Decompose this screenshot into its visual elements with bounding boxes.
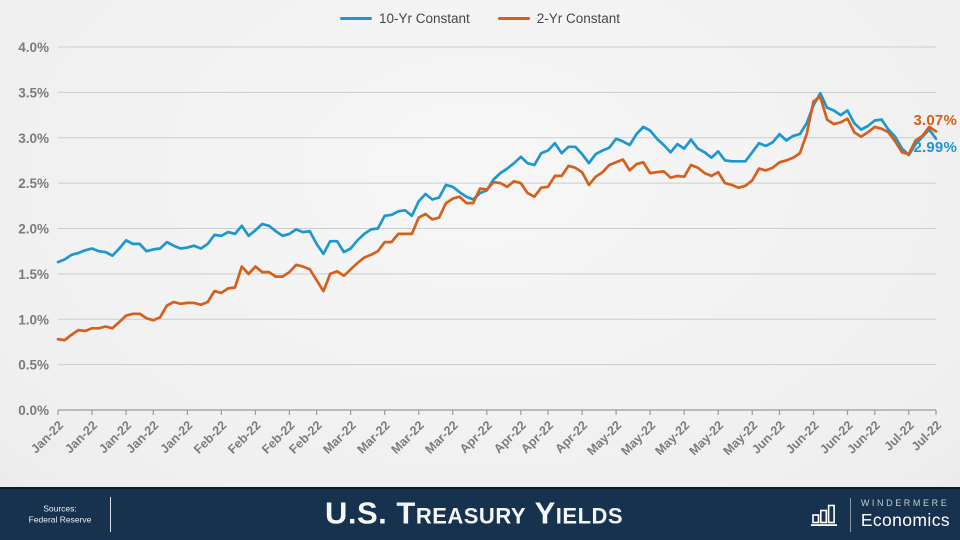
end-value-label-2yr: 3.07% (913, 112, 957, 129)
legend-item-2yr: 2-Yr Constant (497, 11, 621, 26)
legend-label-10yr: 10-Yr Constant (378, 11, 470, 26)
legend-item-10yr: 10-Yr Constant (339, 11, 470, 26)
y-tick-label: 0.0% (18, 403, 49, 418)
x-tick-label: Jan-22 (158, 418, 196, 456)
brand-name: WINDERMERE (860, 498, 950, 508)
x-tick-label: Mar-22 (354, 418, 392, 456)
y-tick-label: 2.5% (18, 176, 49, 191)
sources-note: Sources: Federal Reserve (16, 503, 104, 526)
x-tick-label: Mar-22 (320, 418, 358, 456)
y-tick-label: 0.5% (18, 358, 49, 373)
series-line-10-yr-constant (56, 91, 938, 264)
sources-label: Sources: (43, 503, 77, 514)
x-tick-label: Jan-22 (62, 418, 100, 456)
page-title: U.S. Treasury Yields (324, 495, 624, 531)
bar-chart-icon (810, 504, 837, 526)
x-tick-label: Jul-22 (909, 418, 944, 453)
treasury-yields-chart: 10-Yr Constant 2-Yr Constant 0.0% 0.5% 1.0… (0, 11, 960, 458)
y-tick-label: 3.5% (18, 85, 49, 100)
legend-line-swatch-10yr (339, 16, 372, 21)
brand-division: Economics (860, 510, 950, 530)
x-tick-label: May-22 (652, 418, 692, 458)
x-tick-label: Mar-22 (422, 418, 460, 456)
x-tick-label: May-22 (618, 418, 658, 458)
brand-logo: WINDERMERE Economics (810, 497, 950, 532)
x-tick-label: Mar-22 (388, 418, 426, 456)
x-tick-label: Apr-22 (552, 418, 590, 456)
x-tick-label: May-22 (584, 418, 624, 458)
end-value-label-10yr: 2.99% (913, 139, 957, 156)
line-chart-canvas: 0.0% 0.5% 1.0% 1.5% 2.0% 2.5% 3.0% 3.5% 4.0% Jan-… (18, 40, 944, 458)
brand-text: WINDERMERE Economics (861, 498, 950, 531)
x-tick-label: Apr-22 (457, 418, 495, 456)
legend-line-swatch-2yr (497, 16, 530, 21)
y-tick-label: 4.0% (18, 40, 49, 55)
y-tick-label: 3.0% (18, 131, 49, 146)
x-tick-label: Feb-22 (225, 418, 263, 456)
y-tick-label: 1.5% (18, 267, 49, 282)
x-tick-label: Jul-22 (881, 418, 916, 453)
y-tick-label: 1.0% (18, 312, 49, 327)
footer-bar: Sources: Federal Reserve U.S. Treasury Y… (0, 487, 960, 540)
x-tick-label: May-22 (686, 418, 726, 458)
x-tick-label: Jun-22 (783, 418, 821, 456)
legend-label-2yr: 2-Yr Constant (536, 11, 621, 26)
x-tick-label: Jan-22 (28, 418, 66, 456)
chart-legend: 10-Yr Constant 2-Yr Constant (0, 11, 960, 26)
y-tick-label: 2.0% (18, 222, 49, 237)
sources-divider (110, 497, 111, 532)
x-tick-label: Feb-22 (191, 418, 229, 456)
brand-divider (849, 497, 851, 532)
series-line-2-yr-constant (56, 95, 938, 342)
sources-value: Federal Reserve (28, 514, 92, 525)
